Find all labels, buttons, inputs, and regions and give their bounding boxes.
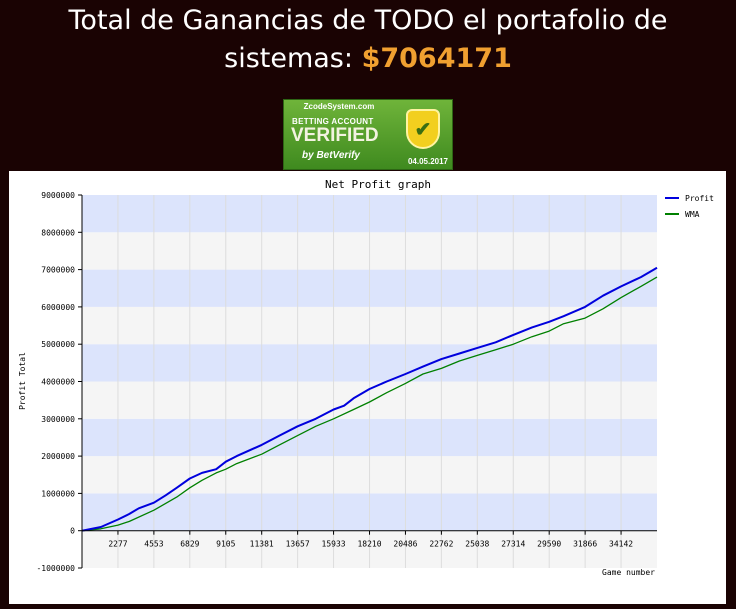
y-tick-label-3: 2000000 [41, 452, 75, 461]
legend-label-wma: WMA [685, 210, 700, 219]
y-axis-label: Profit Total [18, 352, 27, 410]
check-shield-icon: ✔ [406, 109, 440, 149]
x-tick-label-3: 9105 [216, 540, 235, 549]
y-tick-label-5: 4000000 [41, 378, 75, 387]
x-tick-label-2: 6829 [180, 540, 199, 549]
x-tick-label-8: 20486 [393, 540, 417, 549]
chart-grid [117, 195, 622, 568]
y-tick-label-0: -1000000 [36, 564, 75, 573]
badge-verified: VERIFIED [291, 125, 379, 146]
x-tick-label-5: 13657 [286, 540, 310, 549]
legend-label-profit: Profit [685, 194, 714, 203]
chart-series [81, 266, 658, 532]
x-tick-label-13: 31866 [573, 540, 597, 549]
headline: Total de Ganancias de TODO el portafolio… [0, 2, 736, 78]
y-tick-label-4: 3000000 [41, 415, 75, 424]
chart-legend: Profit WMA [665, 194, 714, 219]
x-tick-label-14: 34142 [609, 540, 633, 549]
x-tick-label-0: 2277 [108, 540, 127, 549]
x-tick-label-4: 11381 [250, 540, 274, 549]
total-amount: $7064171 [361, 43, 512, 74]
badge-site: ZcodeSystem.com [303, 102, 375, 111]
x-tick-label-10: 25038 [465, 540, 489, 549]
x-axis-label: Game number [602, 568, 655, 577]
series-line-profit [81, 266, 658, 532]
x-tick-label-6: 15933 [322, 540, 346, 549]
badge-betverify: by BetVerify [302, 150, 360, 161]
x-tick-label-9: 22762 [429, 540, 453, 549]
chart-svg: -1000000 0 1000000 2000000 3000000 4000000 500… [18, 178, 714, 577]
chart-title: Net Profit graph [325, 178, 431, 191]
y-tick-label-10: 9000000 [41, 191, 75, 200]
headline-label: sistemas: [224, 43, 353, 74]
chart-axes: -1000000 0 1000000 2000000 3000000 4000000 500… [36, 191, 657, 573]
y-tick-label-6: 5000000 [41, 340, 75, 349]
x-tick-label-1: 4553 [144, 540, 163, 549]
y-tick-label-7: 6000000 [41, 303, 75, 312]
x-tick-label-12: 29590 [537, 540, 561, 549]
verified-badge[interactable]: ZcodeSystem.com BETTING ACCOUNT VERIFIED… [283, 99, 453, 170]
net-profit-chart: -1000000 0 1000000 2000000 3000000 4000000 500… [9, 171, 726, 604]
y-tick-label-9: 8000000 [41, 228, 75, 237]
headline-line1: Total de Ganancias de TODO el portafolio… [68, 5, 668, 36]
x-tick-label-7: 18210 [357, 540, 381, 549]
headline-line2: sistemas: $7064171 [0, 40, 736, 78]
x-tick-label-11: 27314 [501, 540, 525, 549]
series-line-wma [81, 276, 658, 532]
y-tick-label-8: 7000000 [41, 266, 75, 275]
y-tick-label-2: 1000000 [41, 489, 75, 498]
badge-date: 04.05.2017 [407, 157, 448, 166]
y-tick-label-1: 0 [70, 527, 75, 536]
badge-line1: BETTING ACCOUNT [292, 117, 374, 126]
